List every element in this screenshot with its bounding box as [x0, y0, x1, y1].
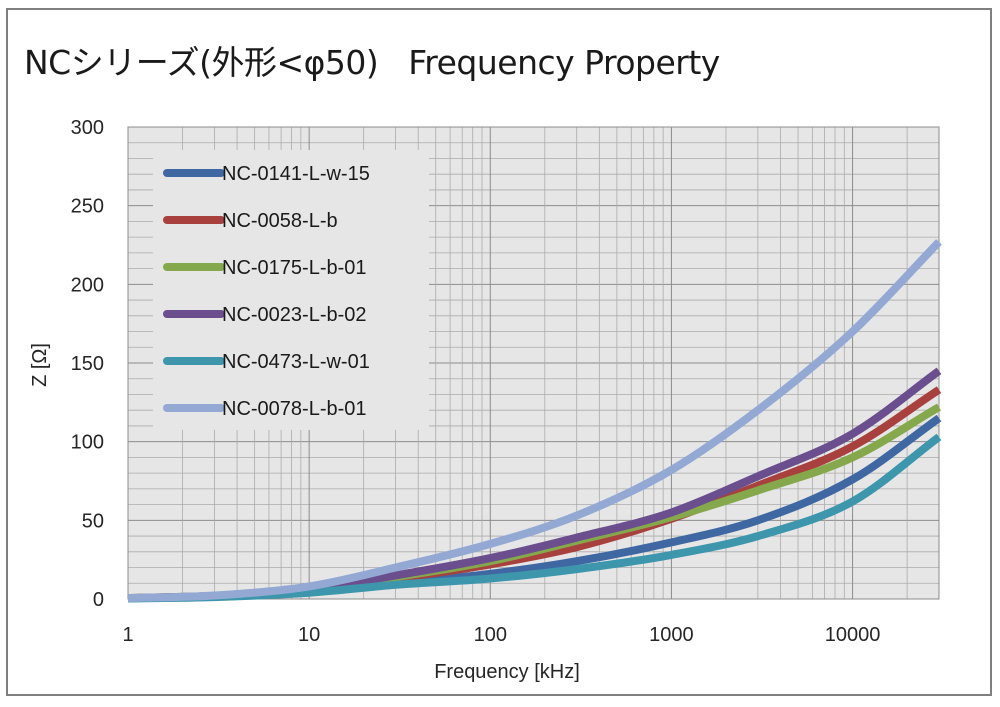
y-axis-label: Z [Ω]	[29, 343, 51, 387]
y-tick-label: 50	[82, 510, 104, 532]
x-tick-label: 10000	[825, 624, 881, 646]
y-tick-label: 200	[71, 274, 104, 296]
legend-label: NC-0141-L-w-15	[222, 163, 370, 185]
y-tick-label: 100	[71, 432, 104, 454]
series-lines	[127, 239, 942, 603]
grid-lines	[127, 126, 940, 600]
x-tick-label: 100	[474, 624, 507, 646]
y-tick-label: 0	[93, 589, 104, 611]
x-axis-label: Frequency [kHz]	[434, 661, 580, 683]
legend-label: NC-0023-L-b-02	[222, 304, 367, 326]
y-tick-label: 150	[71, 353, 104, 375]
series-line-nc-0078-l-b-01	[127, 239, 942, 603]
chart-title: NCシリーズ(外形<φ50) Frequency Property	[24, 43, 720, 82]
legend: NC-0141-L-w-15 NC-0058-L-b NC-0175-L-b-01 N…	[153, 150, 429, 430]
legend-entries: NC-0141-L-w-15 NC-0058-L-b NC-0175-L-b-01 N…	[163, 163, 370, 420]
legend-box	[153, 150, 429, 430]
legend-label: NC-0175-L-b-01	[222, 257, 367, 279]
y-tick-labels: 0 50 100 150 200 250 300	[71, 117, 104, 611]
legend-label: NC-0473-L-w-01	[222, 351, 370, 373]
x-tick-label: 10	[298, 624, 320, 646]
y-tick-label: 250	[71, 196, 104, 218]
y-tick-label: 300	[71, 117, 104, 139]
x-tick-labels: 1 10 100 1000 10000	[122, 624, 880, 646]
x-tick-label: 1	[122, 624, 133, 646]
plot-border	[127, 126, 940, 600]
x-tick-label: 1000	[649, 624, 694, 646]
legend-label: NC-0078-L-b-01	[222, 398, 367, 420]
legend-label: NC-0058-L-b	[222, 210, 338, 232]
